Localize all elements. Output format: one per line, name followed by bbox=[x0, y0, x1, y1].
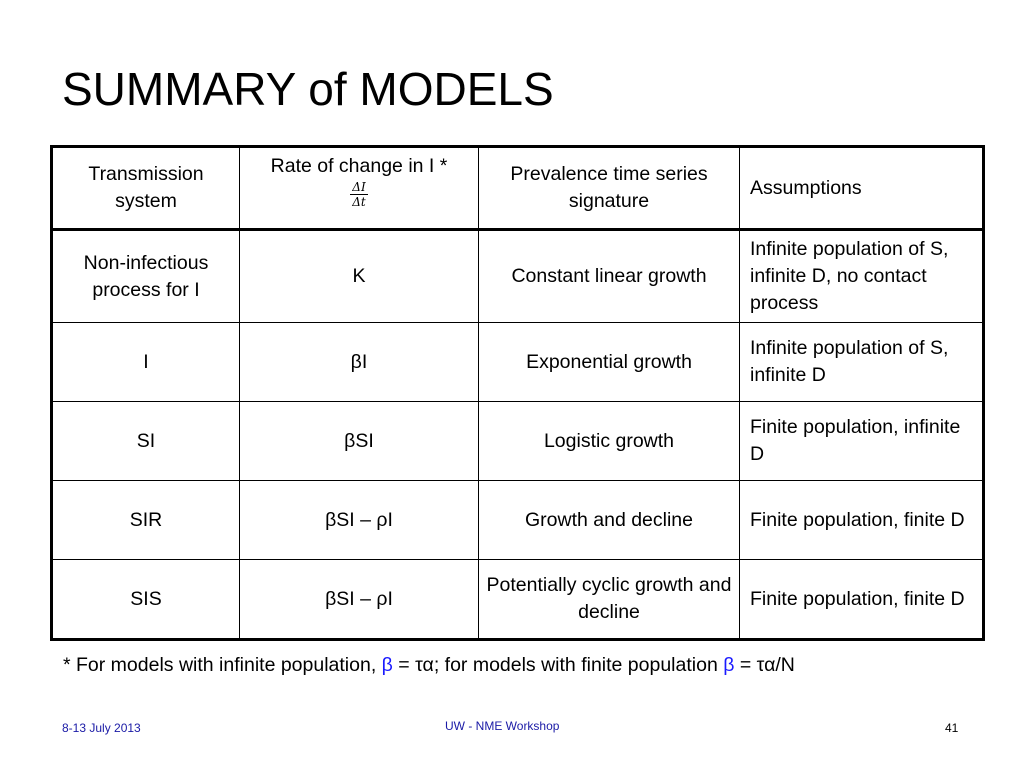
cell-assumptions: Infinite population of S, infinite D, no… bbox=[739, 229, 984, 323]
cell-rate: βI bbox=[239, 322, 479, 402]
header-transmission-system: Transmission system bbox=[51, 146, 240, 231]
table-row: SIR βSI – ρI Growth and decline Finite p… bbox=[51, 480, 984, 560]
footnote-text-2: = τα; for models with finite population bbox=[392, 654, 724, 676]
rate-fraction-numerator: ΔI bbox=[350, 180, 368, 195]
slide-title: SUMMARY of MODELS bbox=[62, 63, 554, 115]
footnote-text-3: = τα/N bbox=[734, 654, 795, 676]
cell-signature: Constant linear growth bbox=[478, 229, 740, 323]
cell-signature: Potentially cyclic growth and decline bbox=[478, 559, 740, 640]
cell-system: SI bbox=[51, 401, 240, 481]
header-assumptions: Assumptions bbox=[739, 146, 984, 231]
cell-assumptions: Infinite population of S, infinite D bbox=[739, 322, 984, 402]
cell-signature: Exponential growth bbox=[478, 322, 740, 402]
footer-event: UW - NME Workshop bbox=[445, 719, 560, 733]
header-rate-of-change: Rate of change in I * ΔI Δt bbox=[239, 146, 479, 231]
cell-system: SIR bbox=[51, 480, 240, 560]
header-rate-label: Rate of change in I * bbox=[270, 154, 448, 177]
table-row: SIS βSI – ρI Potentially cyclic growth a… bbox=[51, 559, 984, 640]
footnote: * For models with infinite population, β… bbox=[63, 654, 795, 677]
table-header-row: Transmission system Rate of change in I … bbox=[51, 146, 984, 231]
header-signature: Prevalence time series signature bbox=[478, 146, 740, 231]
cell-system: I bbox=[51, 322, 240, 402]
cell-signature: Growth and decline bbox=[478, 480, 740, 560]
footnote-beta-2: β bbox=[723, 654, 735, 676]
cell-assumptions: Finite population, finite D bbox=[739, 559, 984, 640]
models-summary-table: Transmission system Rate of change in I … bbox=[50, 145, 985, 641]
cell-assumptions: Finite population, infinite D bbox=[739, 401, 984, 481]
rate-fraction-denominator: Δt bbox=[352, 194, 366, 209]
slide-number: 41 bbox=[945, 721, 959, 735]
footnote-text-1: * For models with infinite population, bbox=[63, 654, 382, 676]
cell-signature: Logistic growth bbox=[478, 401, 740, 481]
footnote-beta-1: β bbox=[381, 654, 393, 676]
cell-rate: K bbox=[239, 229, 479, 323]
rate-fraction: ΔI Δt bbox=[350, 180, 368, 209]
table-row: I βI Exponential growth Infinite populat… bbox=[51, 322, 984, 402]
cell-system: SIS bbox=[51, 559, 240, 640]
table-row: Non-infectious process for I K Constant … bbox=[51, 229, 984, 323]
cell-rate: βSI – ρI bbox=[239, 559, 479, 640]
cell-rate: βSI – ρI bbox=[239, 480, 479, 560]
cell-system: Non-infectious process for I bbox=[51, 229, 240, 323]
cell-assumptions: Finite population, finite D bbox=[739, 480, 984, 560]
table-row: SI βSI Logistic growth Finite population… bbox=[51, 401, 984, 481]
footer-date: 8-13 July 2013 bbox=[62, 721, 141, 735]
cell-rate: βSI bbox=[239, 401, 479, 481]
